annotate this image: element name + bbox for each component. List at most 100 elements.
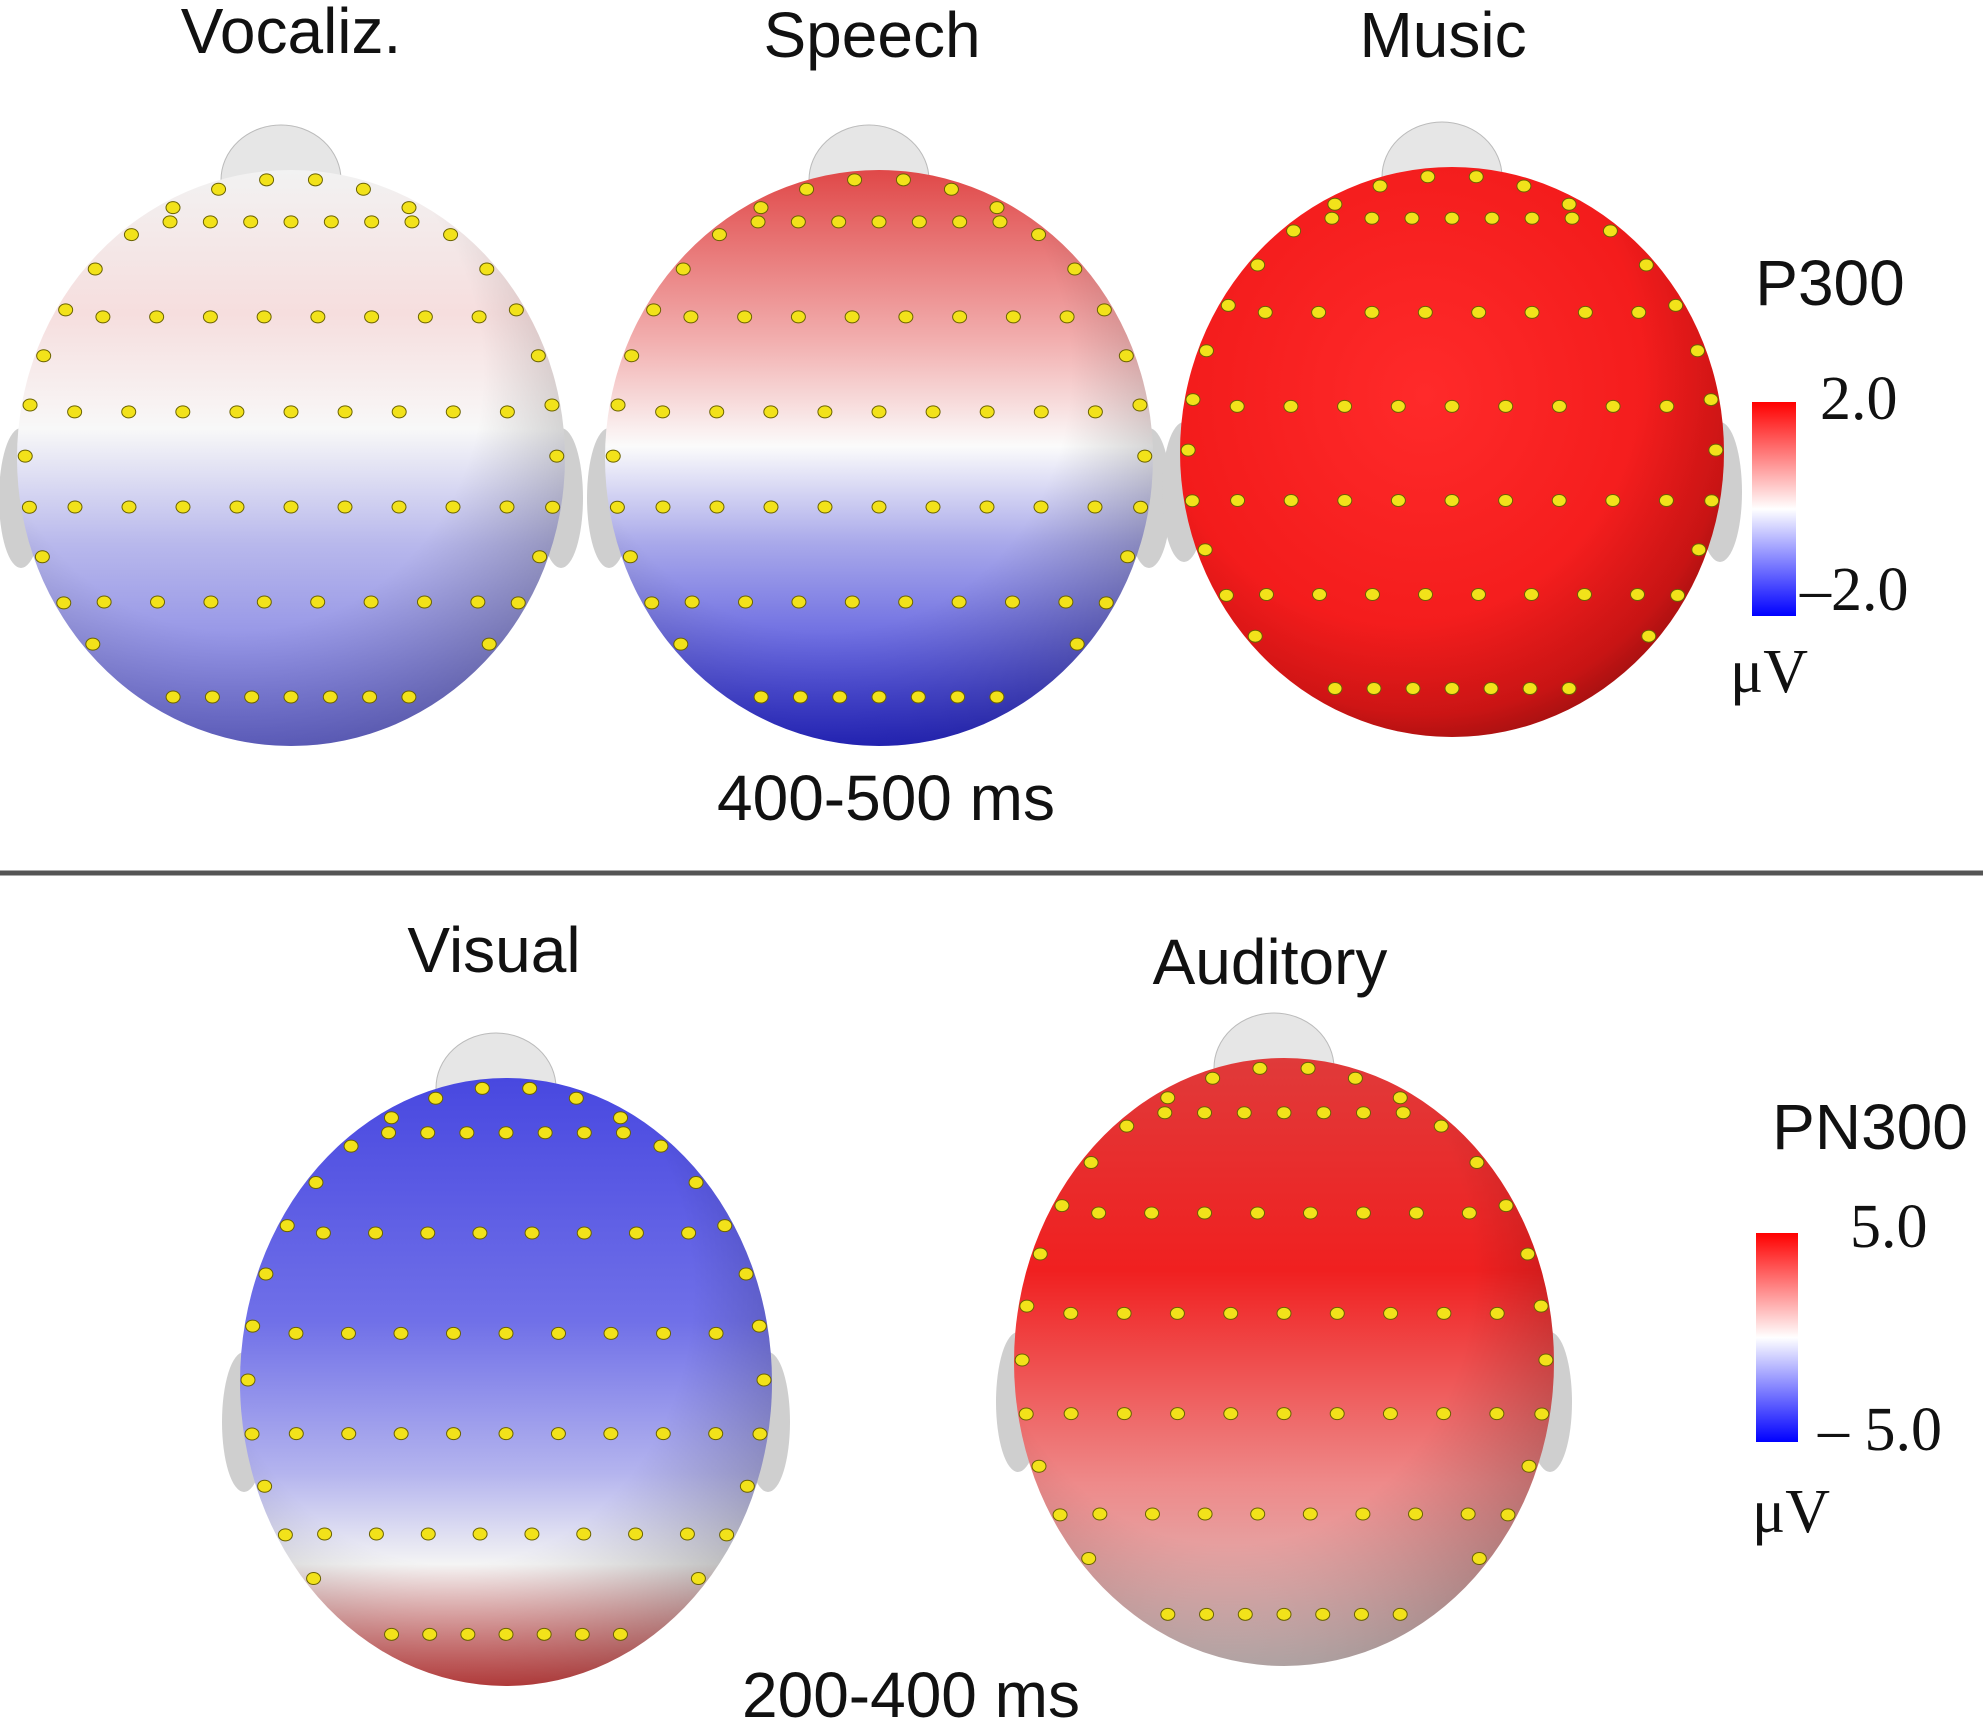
electrode [121, 500, 137, 514]
electrode [1382, 1407, 1398, 1421]
electrode [1230, 493, 1246, 507]
electrode [499, 500, 515, 514]
electrode [1533, 1299, 1549, 1313]
electrode [1561, 682, 1577, 696]
electrode [817, 500, 833, 514]
electrode [1417, 588, 1433, 601]
electrode [315, 1226, 331, 1240]
electrode [277, 1528, 293, 1542]
electrode [1551, 399, 1567, 413]
electrode [1631, 305, 1647, 319]
electrode [1067, 262, 1083, 276]
electrode [391, 405, 407, 419]
electrode [510, 596, 526, 610]
electrode [121, 405, 137, 419]
electrode [1059, 310, 1075, 324]
electrode [1005, 310, 1021, 324]
electrode [711, 228, 727, 242]
electrode [739, 1479, 755, 1493]
electrode [479, 262, 495, 276]
electrode [684, 595, 700, 609]
electrode [690, 1571, 706, 1585]
electrode [1498, 493, 1514, 507]
electrode [753, 201, 769, 215]
electrode [362, 690, 378, 704]
electrode [229, 500, 245, 514]
electrode [605, 449, 621, 463]
electrode [628, 1527, 644, 1541]
electrode [688, 1176, 704, 1190]
electrode [204, 690, 220, 704]
scalp-shade [1014, 1058, 1554, 1666]
electrode [1498, 399, 1514, 413]
electrode [364, 215, 380, 229]
electrode [310, 595, 326, 609]
electrode [474, 1081, 490, 1095]
electrode [1300, 1061, 1316, 1075]
electrode [989, 201, 1005, 215]
electrode [1058, 595, 1074, 609]
electrode [1668, 298, 1684, 312]
electrode [258, 1267, 274, 1281]
electrode [1460, 1507, 1476, 1521]
electrode [1250, 1206, 1266, 1220]
electrode [646, 303, 662, 317]
electrode [1329, 1407, 1345, 1421]
electrode [756, 1373, 772, 1387]
electrode [288, 1427, 304, 1441]
map-label: Auditory [1153, 926, 1388, 998]
electrode [1229, 399, 1245, 413]
electrode [21, 500, 37, 514]
electrode [1223, 1407, 1239, 1421]
electrode [1197, 543, 1213, 557]
electrode [1364, 305, 1380, 319]
electrode [717, 1219, 733, 1233]
electrode [1355, 1106, 1371, 1120]
electrode [1283, 493, 1299, 507]
electrode [317, 1527, 333, 1541]
electrode [750, 215, 766, 229]
electrode [1223, 1306, 1239, 1320]
electrode [445, 1326, 461, 1340]
electrode [576, 1226, 592, 1240]
electrode [95, 310, 111, 324]
electrode [67, 405, 83, 419]
electrode [609, 500, 625, 514]
electrode [763, 405, 779, 419]
electrode [1054, 1199, 1070, 1213]
electrode [1258, 588, 1274, 601]
electrode [524, 1226, 540, 1240]
electrode [1033, 405, 1049, 419]
electrode [1521, 1459, 1537, 1473]
electrode [653, 1139, 669, 1153]
electrode [1691, 543, 1707, 557]
electrode [1353, 1607, 1369, 1621]
electrode [368, 1226, 384, 1240]
electrode [368, 1527, 384, 1541]
electrode [1144, 1507, 1160, 1521]
electrode [1383, 1306, 1399, 1320]
electrode [549, 449, 565, 463]
electrode [615, 1126, 631, 1140]
electrode [1137, 449, 1153, 463]
electrode [498, 1126, 514, 1140]
electrode [1704, 494, 1720, 508]
electrode [203, 595, 219, 609]
electrode [1237, 1607, 1253, 1621]
electrode [1605, 399, 1621, 413]
electrode [1329, 1306, 1345, 1320]
electrode [1395, 1106, 1411, 1120]
electrode [401, 690, 417, 704]
electrode [1327, 682, 1343, 696]
electrode [752, 1427, 768, 1441]
electrode [709, 405, 725, 419]
electrode [898, 595, 914, 609]
electrode [1276, 1607, 1292, 1621]
electrode [343, 1139, 359, 1153]
map-label: Speech [763, 0, 980, 71]
electrode [1063, 1306, 1079, 1320]
scalp-maps [0, 121, 1742, 1686]
electrode [1119, 1119, 1135, 1133]
electrode [895, 173, 911, 187]
electrode [256, 595, 272, 609]
